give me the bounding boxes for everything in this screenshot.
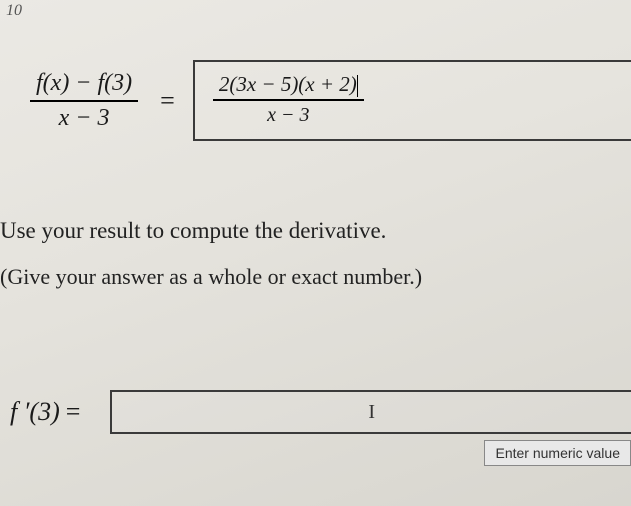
input-tooltip: Enter numeric value xyxy=(484,440,631,466)
equals-sign: = xyxy=(160,86,175,116)
instruction-line-2: (Give your answer as a whole or exact nu… xyxy=(0,264,422,290)
expression-answer-box[interactable]: 2(3x − 5)(x + 2) x − 3 xyxy=(193,60,631,141)
rhs-fraction: 2(3x − 5)(x + 2) x − 3 xyxy=(213,70,364,129)
text-cursor-icon: I xyxy=(368,401,375,424)
fprime-func: f ′(3) xyxy=(10,397,60,426)
rhs-numerator: 2(3x − 5)(x + 2) xyxy=(213,70,364,99)
derivative-row: f ′(3)= I xyxy=(10,390,631,434)
instruction-line-1: Use your result to compute the derivativ… xyxy=(0,218,386,244)
question-number: 10 xyxy=(6,2,22,20)
rhs-denominator: x − 3 xyxy=(261,101,315,129)
fprime-label: f ′(3)= xyxy=(10,397,80,427)
math-cursor xyxy=(357,75,358,97)
lhs-denominator: x − 3 xyxy=(53,102,116,135)
lhs-fraction: f(x) − f(3) x − 3 xyxy=(30,67,138,135)
rhs-numerator-text: 2(3x − 5)(x + 2) xyxy=(219,72,357,96)
fprime-equals: = xyxy=(66,397,81,426)
difference-quotient-equation: f(x) − f(3) x − 3 = 2(3x − 5)(x + 2) x −… xyxy=(30,60,631,141)
derivative-input[interactable]: I xyxy=(110,390,631,434)
lhs-numerator: f(x) − f(3) xyxy=(30,67,138,100)
